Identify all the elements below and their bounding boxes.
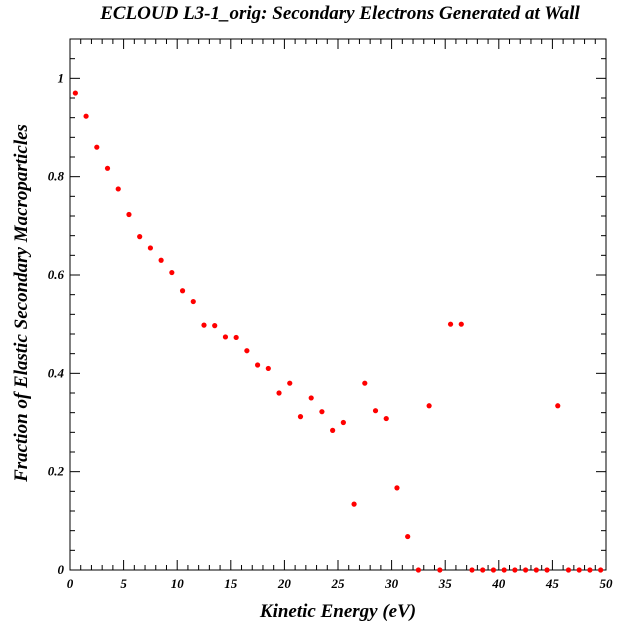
- x-axis-ticks: [69, 39, 607, 570]
- y-tick-label: 0.8: [48, 169, 65, 184]
- x-axis-tick-labels: 0 5 10 15 20 25 30 35 40 45 50: [67, 576, 613, 591]
- data-point: [94, 144, 100, 150]
- data-point: [265, 365, 271, 372]
- x-tick-label: 0: [67, 576, 74, 591]
- x-tick-label: 10: [171, 576, 185, 591]
- data-point: [244, 348, 250, 354]
- data-points: [72, 90, 604, 573]
- x-tick-label: 40: [491, 576, 506, 591]
- x-tick-label: 5: [120, 576, 127, 591]
- x-tick-label: 30: [384, 576, 399, 591]
- data-point: [330, 427, 336, 433]
- data-point: [126, 211, 132, 218]
- data-point: [297, 414, 304, 420]
- data-point: [512, 567, 518, 573]
- y-tick-label: 0.4: [48, 365, 65, 380]
- data-point: [340, 419, 346, 426]
- data-point: [372, 408, 379, 414]
- data-point: [222, 334, 229, 340]
- data-point: [458, 321, 464, 327]
- data-point: [490, 567, 497, 573]
- data-point: [115, 186, 121, 192]
- data-point: [405, 533, 411, 540]
- data-point: [147, 245, 153, 251]
- data-point: [480, 567, 486, 573]
- x-tick-label: 45: [545, 576, 560, 591]
- x-tick-label: 25: [331, 576, 346, 591]
- data-point: [287, 380, 293, 386]
- data-point: [308, 395, 314, 401]
- data-point: [169, 269, 175, 276]
- data-point: [158, 257, 164, 263]
- data-point: [415, 567, 421, 573]
- x-tick-label: 50: [600, 576, 614, 591]
- data-point: [544, 567, 550, 573]
- data-point: [201, 322, 207, 328]
- x-tick-label: 20: [277, 576, 292, 591]
- data-point: [72, 90, 78, 96]
- data-point: [469, 567, 475, 573]
- data-point: [83, 113, 89, 119]
- plot-frame: [69, 38, 607, 571]
- data-point: [426, 403, 432, 409]
- data-point: [576, 567, 582, 573]
- data-point: [233, 334, 239, 341]
- data-point: [319, 409, 325, 415]
- data-point: [447, 321, 454, 327]
- data-point: [555, 403, 561, 409]
- data-point: [351, 501, 357, 507]
- data-point: [255, 362, 261, 368]
- data-point: [362, 380, 368, 386]
- data-point: [587, 567, 593, 573]
- data-point: [179, 288, 186, 294]
- y-axis-label: Fraction of Elastic Secondary Macroparti…: [11, 124, 32, 483]
- data-point: [437, 567, 443, 573]
- data-point: [598, 567, 604, 573]
- data-point: [565, 567, 572, 573]
- data-point: [190, 298, 196, 305]
- data-point: [104, 165, 111, 171]
- y-tick-label: 0.2: [48, 464, 65, 479]
- data-point: [394, 485, 400, 491]
- chart-title: ECLOUD L3-1_orig: Secondary Electrons Ge…: [99, 3, 580, 24]
- y-axis-tick-labels: 0 0.2 0.4 0.6 0.8 1: [48, 70, 65, 577]
- x-tick-label: 15: [224, 576, 238, 591]
- y-axis-ticks: [70, 38, 606, 571]
- x-tick-label: 35: [438, 576, 453, 591]
- data-point: [137, 234, 143, 240]
- y-tick-label: 0: [58, 562, 65, 577]
- data-point: [523, 567, 529, 573]
- data-point: [533, 567, 539, 573]
- data-point: [276, 390, 282, 396]
- data-point: [212, 323, 218, 329]
- data-point: [383, 415, 389, 422]
- data-point: [501, 567, 507, 573]
- x-axis-label: Kinetic Energy (eV): [259, 601, 416, 622]
- y-tick-label: 0.6: [48, 267, 65, 282]
- y-tick-label: 1: [58, 70, 65, 85]
